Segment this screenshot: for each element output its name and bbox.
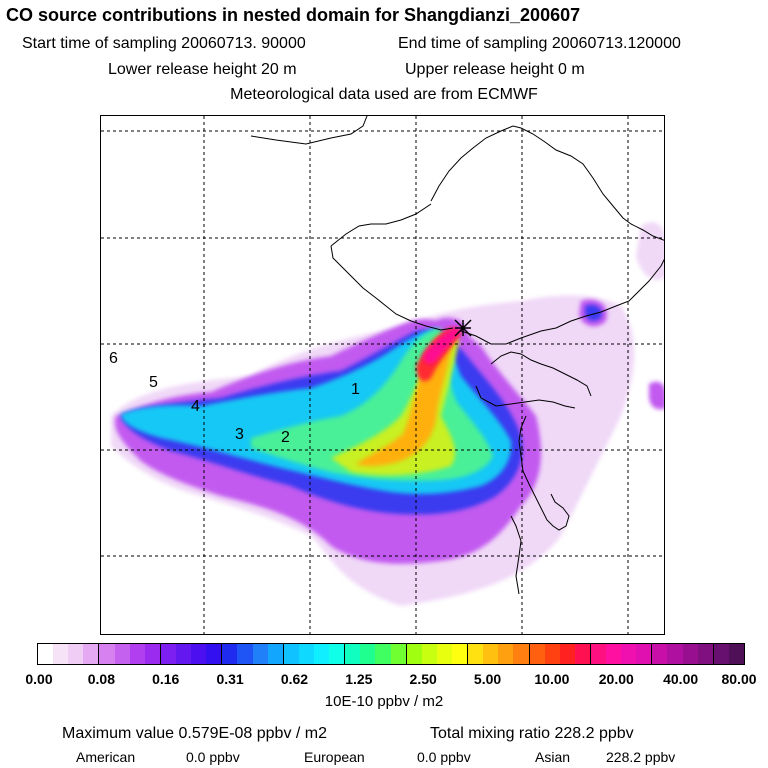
colorbar-segment (529, 644, 545, 664)
colorbar-segment (652, 644, 668, 664)
colorbar-tick-label: 5.00 (473, 671, 502, 687)
colorbar-tick-label: 1.25 (345, 671, 373, 687)
colorbar-segment (329, 644, 346, 664)
colorbar-segment (313, 644, 330, 664)
colorbar-segment (451, 644, 469, 664)
colorbar-segment (468, 644, 484, 664)
colorbar-segment (144, 644, 161, 664)
trajectory-label-6: 6 (109, 350, 118, 367)
colorbar-tick-label: 80.00 (721, 671, 757, 687)
colorbar-segment (283, 644, 299, 664)
colorbar-segment (53, 644, 69, 664)
colorbar-segment (636, 644, 653, 664)
colorbar-segment (222, 644, 238, 664)
colorbar-segment (191, 644, 207, 664)
colorbar-tick-label: 0.16 (152, 671, 180, 687)
colorbar-segment (574, 644, 591, 664)
trajectory-label-3: 3 (235, 426, 244, 443)
colorbar-tick-label: 40.00 (663, 671, 699, 687)
colorbar-segment (713, 644, 729, 664)
colorbar-segment (590, 644, 607, 664)
upper-release-label: Upper release height 0 m (405, 61, 585, 78)
colorbar-segment (99, 644, 115, 664)
colorbar-segment (483, 644, 499, 664)
colorbar-segment (237, 644, 253, 664)
colorbar-tick-label: 0.31 (216, 671, 244, 687)
lower-release-label: Lower release height 20 m (108, 61, 297, 78)
trajectory-label-2: 2 (281, 429, 290, 446)
colorbar-segment (544, 644, 560, 664)
colorbar-segment (390, 644, 407, 664)
map-canvas (101, 116, 664, 634)
colorbar-segment (421, 644, 437, 664)
end-time-label: End time of sampling 20060713.120000 (398, 35, 681, 52)
colorbar-segment (667, 644, 683, 664)
total-mixing-label: Total mixing ratio 228.2 ppbv (430, 725, 634, 742)
american-value: 0.0 ppbv (186, 749, 240, 765)
colorbar-segment (559, 644, 575, 664)
colorbar-segment (175, 644, 192, 664)
asian-value: 228.2 ppbv (606, 749, 676, 765)
colorbar-segment (728, 644, 745, 664)
colorbar-tick-label: 0.08 (87, 671, 115, 687)
trajectory-label-4: 4 (191, 398, 200, 415)
colorbar-segment (160, 644, 176, 664)
colorbar-segment (298, 644, 314, 664)
colorbar-tick-label: 2.50 (409, 671, 437, 687)
max-value-label: Maximum value 0.579E-08 ppbv / m2 (62, 725, 328, 742)
colorbar-segment (697, 644, 714, 664)
trajectory-label-1: 1 (351, 381, 360, 398)
coastline (250, 116, 664, 595)
map-panel: 1 2 3 4 5 6 (100, 115, 665, 635)
colorbar-segment (114, 644, 130, 664)
colorbar-segment (206, 644, 223, 664)
colorbar-segment (682, 644, 698, 664)
colorbar-segment (513, 644, 530, 664)
met-data-label: Meteorological data used are from ECMWF (230, 86, 538, 103)
colorbar-tick-label: 0.00 (25, 671, 53, 687)
colorbar-segment (436, 644, 452, 664)
plume-layer-magenta (423, 327, 460, 364)
colorbar-segment (360, 644, 376, 664)
european-value: 0.0 ppbv (417, 749, 471, 765)
colorbar-unit: 10E-10 ppbv / m2 (324, 693, 444, 710)
european-label: European (304, 749, 365, 765)
colorbar-tick-label: 20.00 (598, 671, 634, 687)
trajectory-label-5: 5 (149, 374, 158, 391)
colorbar-segment (498, 644, 514, 664)
colorbar-segment (38, 644, 54, 664)
asian-label: Asian (535, 749, 571, 765)
colorbar-segment (375, 644, 391, 664)
colorbar-segment (345, 644, 361, 664)
colorbar-segment (252, 644, 268, 664)
receptor-cross-icon (454, 319, 472, 337)
colorbar (37, 643, 745, 665)
colorbar-tick-label: 10.00 (534, 671, 570, 687)
colorbar-tick-label: 0.62 (280, 671, 309, 687)
colorbar-segment (406, 644, 422, 664)
colorbar-segment (621, 644, 637, 664)
american-label: American (76, 749, 136, 765)
plot-title: CO source contributions in nested domain… (6, 5, 581, 25)
colorbar-segment (129, 644, 145, 664)
colorbar-segment (68, 644, 84, 664)
colorbar-segment (267, 644, 284, 664)
colorbar-segment (83, 644, 100, 664)
lat-lon-grid (101, 116, 664, 634)
colorbar-segment (606, 644, 622, 664)
start-time-label: Start time of sampling 20060713. 90000 (22, 35, 306, 52)
